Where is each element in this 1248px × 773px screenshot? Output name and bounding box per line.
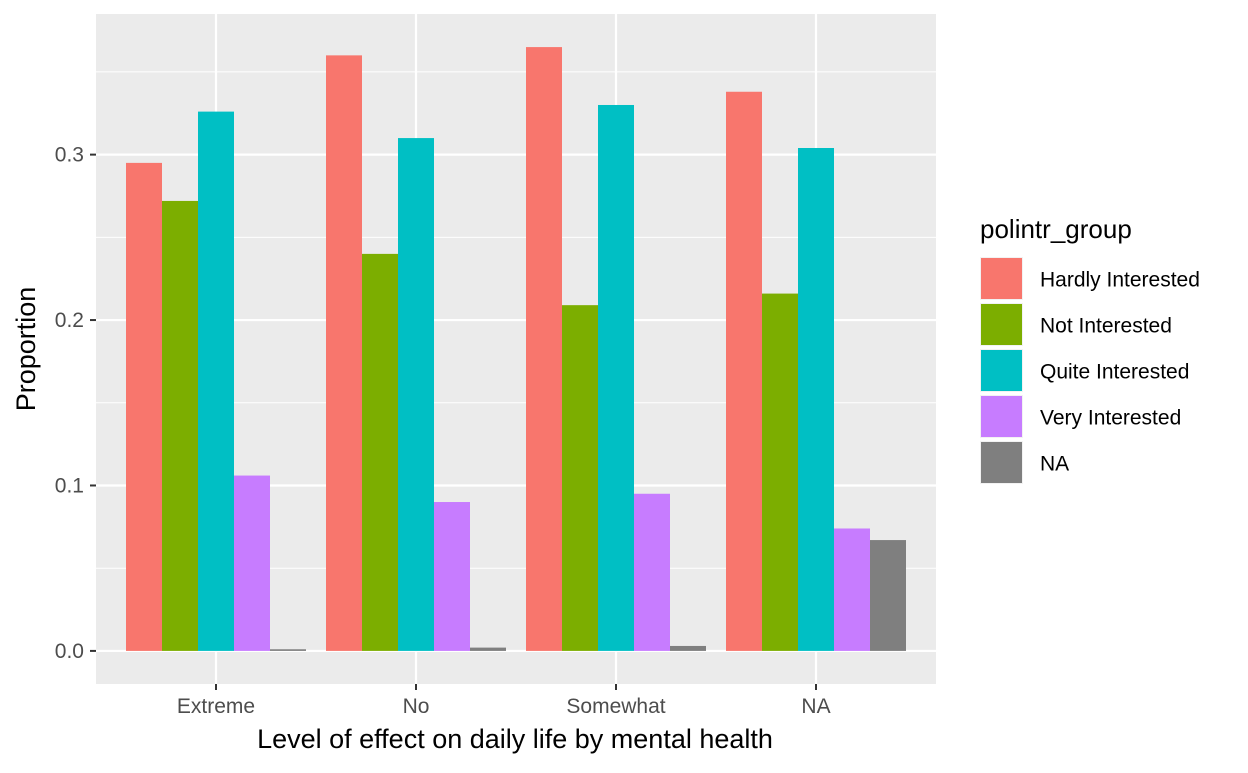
- legend-label: Very Interested: [1040, 407, 1181, 430]
- legend-swatch: [981, 442, 1022, 483]
- bar: [870, 540, 906, 651]
- y-axis: 0.0 0.1 0.2 0.3: [55, 144, 96, 663]
- x-tick-label: Somewhat: [566, 695, 665, 718]
- legend-swatch: [981, 258, 1022, 299]
- x-axis-title: Level of effect on daily life by mental …: [257, 724, 773, 754]
- bar: [598, 104, 634, 651]
- bar: [470, 647, 506, 651]
- y-tick-label: 0.0: [55, 640, 84, 663]
- bar: [834, 528, 870, 651]
- y-tick-label: 0.2: [55, 309, 84, 332]
- x-axis: Extreme No Somewhat NA: [177, 684, 831, 718]
- x-tick-label: Extreme: [177, 695, 255, 718]
- bar: [162, 200, 198, 651]
- legend-label: Hardly Interested: [1040, 269, 1200, 292]
- y-axis-title: Proportion: [11, 287, 41, 412]
- bar: [562, 305, 598, 651]
- bar: [326, 55, 362, 651]
- bar: [726, 91, 762, 651]
- bar: [270, 649, 306, 651]
- y-tick-label: 0.1: [55, 474, 84, 497]
- legend: polintr_group Hardly Interested Not Inter…: [980, 214, 1200, 484]
- bar: [634, 493, 670, 651]
- bar: [362, 253, 398, 651]
- bar: [798, 148, 834, 651]
- bar: [434, 502, 470, 651]
- bar: [762, 293, 798, 651]
- legend-title: polintr_group: [980, 214, 1132, 244]
- bars: [126, 47, 906, 651]
- legend-swatch: [981, 304, 1022, 345]
- x-tick-label: No: [403, 695, 430, 718]
- x-tick-label: NA: [801, 695, 830, 718]
- bar: [526, 47, 562, 651]
- legend-label: NA: [1040, 453, 1069, 476]
- legend-swatch: [981, 396, 1022, 437]
- bar: [198, 111, 234, 651]
- legend-label: Not Interested: [1040, 315, 1172, 338]
- bar: [234, 475, 270, 651]
- bar: [398, 138, 434, 651]
- y-tick-label: 0.3: [55, 144, 84, 167]
- bar: [670, 645, 706, 651]
- legend-label: Quite Interested: [1040, 361, 1189, 384]
- bar: [126, 162, 162, 651]
- legend-swatch: [981, 350, 1022, 391]
